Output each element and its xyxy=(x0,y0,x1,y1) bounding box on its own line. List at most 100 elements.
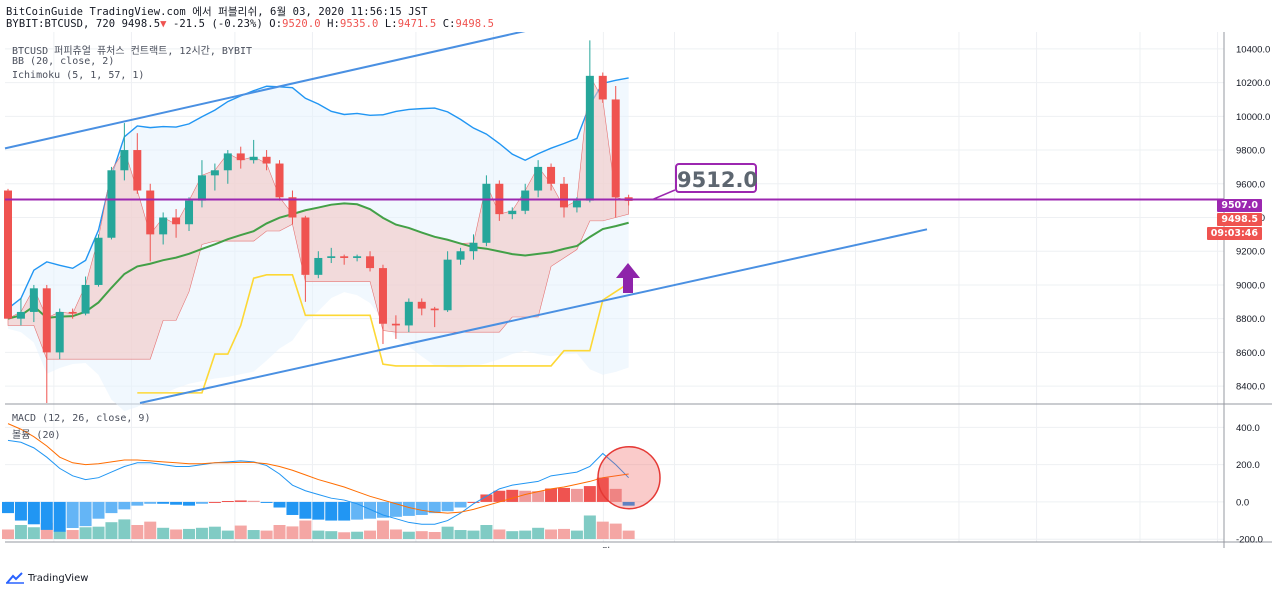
histogram-bar xyxy=(493,490,506,502)
high-label: H: xyxy=(327,18,340,30)
volume-bar xyxy=(14,525,27,539)
volume-bar xyxy=(506,531,519,539)
candle-body xyxy=(197,175,206,201)
histogram-bar xyxy=(66,501,79,529)
candle-body xyxy=(16,311,25,319)
macd-legend[interactable]: MACD (12, 26, close, 9) xyxy=(12,413,151,424)
time-tick-label: 14 xyxy=(126,547,137,548)
volume-bar xyxy=(389,529,402,539)
last-price-tag: 9498.5 xyxy=(1217,213,1262,226)
volume-bar xyxy=(532,527,545,539)
price-tick-label: 8800.0 xyxy=(1236,314,1265,325)
volume-bar xyxy=(609,523,622,539)
volume-bar xyxy=(260,530,273,539)
candle-body xyxy=(262,156,271,164)
main-legend[interactable]: BTCUSD 퍼피츄얼 퓨처스 컨트랙트, 12시간, BYBIT xyxy=(12,46,253,57)
histogram-bar xyxy=(402,501,415,516)
annotations xyxy=(597,189,676,510)
macd-tick-label: 200.0 xyxy=(1236,460,1260,471)
ichimoku-cloud xyxy=(7,74,629,360)
volume-bar xyxy=(27,527,40,539)
ichimoku xyxy=(7,74,630,394)
high-value: 9535.0 xyxy=(339,18,379,30)
price-line-tag: 9507.0 xyxy=(1217,199,1262,212)
histogram-bar xyxy=(27,501,40,525)
low-value: 9471.5 xyxy=(397,18,437,30)
axes: 10400.010200.010000.09800.09600.09400.09… xyxy=(49,44,1270,548)
candle-body xyxy=(107,170,116,238)
candle-body xyxy=(314,257,323,275)
histogram-bar xyxy=(570,488,583,502)
price-tick-label: 9800.0 xyxy=(1236,146,1265,157)
highlight-circle xyxy=(597,445,661,510)
candle-body xyxy=(68,311,77,314)
histogram-bar xyxy=(415,501,428,515)
chart-canvas[interactable]: 10400.010200.010000.09800.09600.09400.09… xyxy=(0,32,1280,548)
volume-bar xyxy=(195,527,208,539)
volume-bar xyxy=(545,529,558,539)
macd-lines xyxy=(7,423,629,525)
time-tick-label: 8 xyxy=(775,547,780,548)
symbol-quote-line: BYBIT:BTCUSD, 720 9498.5▼ -21.5 (-0.23%)… xyxy=(6,18,494,30)
upper-trendline xyxy=(4,32,526,150)
histogram-bar xyxy=(14,501,27,521)
candle-body xyxy=(378,268,387,324)
histogram-bar xyxy=(389,501,402,517)
volume-bar xyxy=(131,525,144,539)
histogram-bar xyxy=(583,486,596,502)
histogram-bar xyxy=(519,490,532,502)
ichimoku-green-line xyxy=(7,202,629,320)
volume-bar xyxy=(622,530,635,539)
candle-body xyxy=(288,197,297,218)
candle-body xyxy=(223,153,232,171)
price-callout[interactable]: 9512.0 xyxy=(675,163,758,193)
volume-bar xyxy=(338,532,351,539)
candle-body xyxy=(81,284,90,314)
price-tick-label: 9000.0 xyxy=(1236,280,1265,291)
candle-body xyxy=(340,256,349,258)
trendlines[interactable] xyxy=(4,32,928,404)
volume-bar xyxy=(454,530,467,539)
symbol-interval[interactable]: BYBIT:BTCUSD, 720 xyxy=(6,18,116,30)
tradingview-logo[interactable]: TradingView xyxy=(6,572,88,584)
volume-bar xyxy=(157,527,170,539)
histogram-bar xyxy=(557,487,570,502)
time-tick-label: 25 xyxy=(1212,547,1223,548)
candle-body xyxy=(417,301,426,309)
histogram-bar xyxy=(195,501,208,504)
volume-bar xyxy=(273,525,286,539)
candle-body xyxy=(611,99,620,198)
price-tick-label: 8600.0 xyxy=(1236,348,1265,359)
candle-body xyxy=(353,256,362,258)
ichimoku-legend[interactable]: Ichimoku (5, 1, 57, 1) xyxy=(12,70,145,81)
volume-bars xyxy=(2,515,635,539)
macd-line xyxy=(7,439,629,525)
histogram-bar xyxy=(428,501,441,514)
price-change: -21.5 (-0.23%) xyxy=(172,18,263,30)
candle-body xyxy=(4,190,12,319)
histogram-bar xyxy=(596,477,609,502)
volume-bar xyxy=(234,525,247,539)
volume-bar xyxy=(2,529,14,539)
volume-bar xyxy=(325,531,338,539)
histogram-bar xyxy=(506,489,519,502)
price-tick-label: 8400.0 xyxy=(1236,382,1265,393)
histogram-bar xyxy=(622,501,635,506)
volume-bar xyxy=(570,530,583,539)
histogram-bar xyxy=(260,501,273,503)
candle-body xyxy=(133,150,142,191)
close-value: 9498.5 xyxy=(455,18,495,30)
volume-legend[interactable]: 볼륨 (20) xyxy=(12,430,61,441)
histogram-bar xyxy=(312,501,325,520)
candle-body xyxy=(508,210,517,215)
histogram-bar xyxy=(170,501,183,505)
volume-bar xyxy=(53,530,66,539)
candle-body xyxy=(456,251,465,260)
histogram-bar xyxy=(247,500,260,502)
volume-bar xyxy=(299,520,312,539)
up-arrow-icon xyxy=(616,263,640,293)
volume-bar xyxy=(208,526,221,539)
candle-body xyxy=(521,190,530,211)
candle-body xyxy=(327,256,336,258)
bb-legend[interactable]: BB (20, close, 2) xyxy=(12,56,115,67)
